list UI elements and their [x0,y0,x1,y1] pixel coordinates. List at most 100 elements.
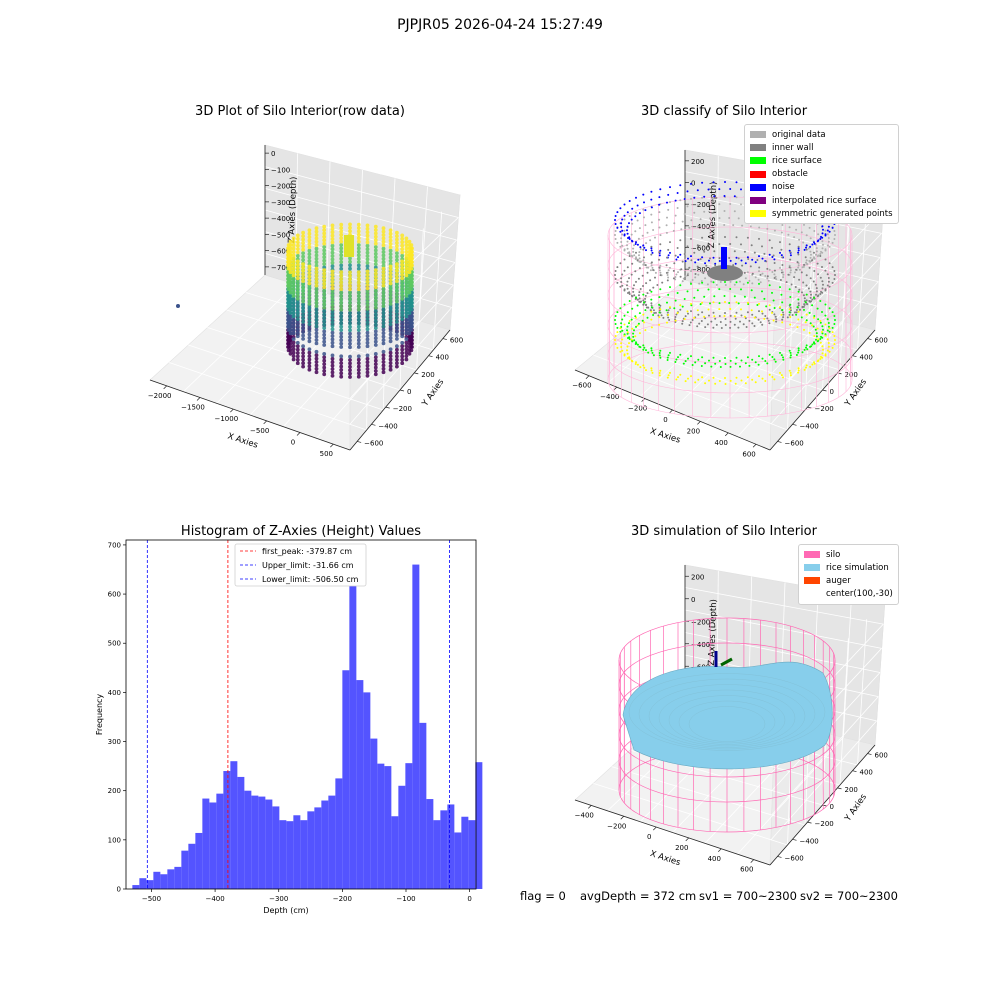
raw-point [400,290,405,294]
raw-point [388,354,393,358]
raw-point [322,309,327,313]
raw-point [395,230,399,235]
raw-point [381,229,386,234]
classified-point [616,211,619,214]
classified-point [789,303,792,306]
raw-point [314,327,319,332]
classified-point [729,280,732,283]
classified-point [616,281,619,284]
raw-point [400,334,405,339]
raw-point [288,297,293,302]
classified-point [626,331,629,334]
y-axis-label: Y Axies [843,377,870,409]
raw-plot-title: 3D Plot of Silo Interior(row data) [195,104,405,119]
classified-point [653,312,656,314]
classified-point [659,274,662,277]
classified-point [821,225,824,228]
classified-point [638,260,641,263]
raw-point [301,316,305,321]
classified-point [771,356,774,358]
classified-point [628,358,631,360]
raw-point [373,231,378,236]
classified-point [623,323,626,326]
classified-point [754,361,757,364]
raw-point [407,331,412,336]
classified-point [780,374,783,377]
classified-point [701,281,704,284]
y-tick-label: −200 [815,405,834,413]
legend-label: rice surface [772,155,822,166]
classified-point [680,228,683,231]
classified-point [802,281,805,284]
raw-point [307,319,312,323]
raw-point [395,351,399,355]
raw-point [395,316,399,321]
legend-label: rice simulation [826,562,889,573]
classified-point [739,365,741,368]
classified-point [696,309,699,312]
histogram-bar [405,763,413,889]
classified-point [693,211,696,214]
classified-point [666,279,669,282]
classified-point [614,230,617,232]
x-tick-label: −300 [269,895,288,903]
classified-point [833,323,836,325]
raw-point [400,283,405,288]
classified-point [729,320,732,323]
x-tick [585,375,590,379]
classified-point [767,319,770,322]
raw-point [330,330,335,335]
rice-mesh-line [668,695,786,745]
raw-point [388,361,393,365]
raw-point [348,345,352,350]
raw-point [330,254,335,258]
classified-point [816,327,819,330]
classified-point [758,237,760,240]
raw-point [348,284,352,288]
classified-point [646,231,649,234]
classified-point [758,255,760,258]
raw-point [356,341,361,346]
raw-point [400,240,405,245]
classified-point [650,302,653,305]
raw-point [404,239,409,244]
raw-point [365,317,370,321]
classified-point [789,296,792,298]
raw-point [381,317,386,322]
classified-point [735,376,738,379]
raw-point [373,281,378,286]
raw-point [291,357,296,362]
classified-point [751,378,754,381]
y-tick-label: 100 [108,836,121,844]
classified-point [714,224,717,227]
classified-point [626,284,628,287]
raw-point [307,231,312,236]
classified-point [656,284,659,286]
classified-point [712,281,715,284]
classified-point [771,311,773,314]
classified-point [712,326,715,329]
histogram-bar [251,795,259,889]
classified-point [638,297,641,300]
raw-point [381,270,386,274]
raw-point [314,331,319,336]
classified-point [652,229,655,231]
classified-point [763,252,766,255]
raw-point [395,323,399,328]
raw-point [373,362,378,366]
y-tick [357,441,362,443]
classified-point [809,245,812,248]
classified-point [809,290,812,293]
raw-point [330,289,335,294]
classified-point [669,266,671,269]
classified-point [714,262,717,265]
raw-point [301,351,305,355]
histogram-bar [272,806,280,889]
raw-point [373,248,378,253]
raw-point [314,283,319,288]
raw-point [291,310,296,315]
raw-point [365,223,370,228]
raw-point [307,238,312,243]
raw-point [373,339,378,344]
classified-point [667,193,670,196]
